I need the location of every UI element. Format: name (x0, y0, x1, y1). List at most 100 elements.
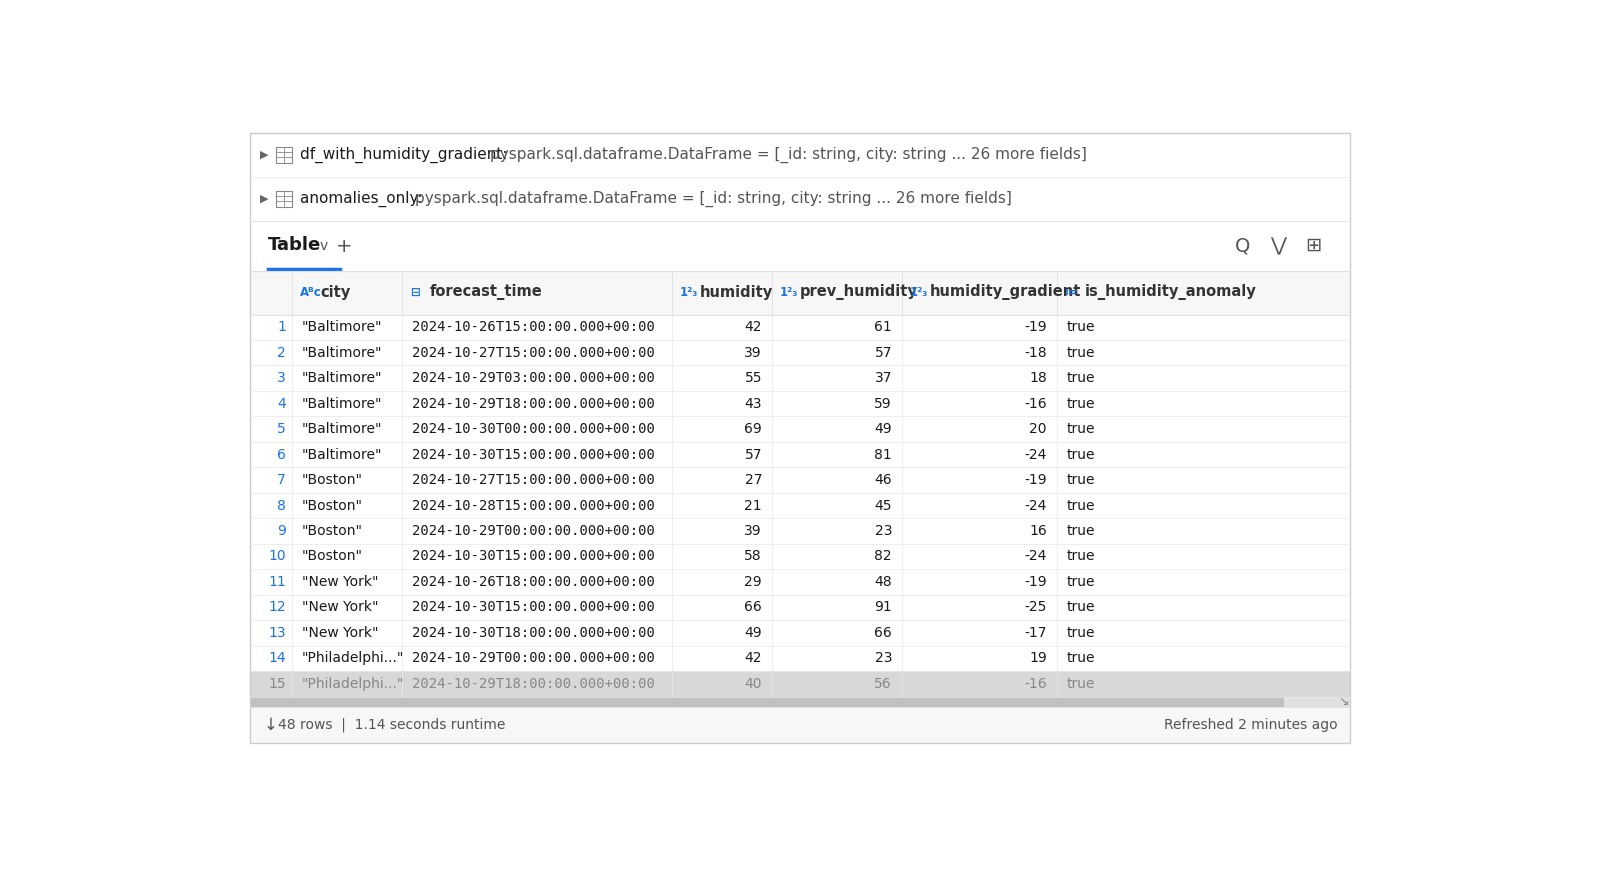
Text: 42: 42 (744, 651, 762, 665)
Bar (250, 620, 1350, 646)
Text: 16: 16 (1029, 524, 1046, 538)
Text: -19: -19 (1024, 473, 1046, 487)
Text: humidity: humidity (701, 285, 773, 300)
Text: true: true (1067, 550, 1096, 564)
Bar (250, 696, 1350, 706)
Text: 1²₃: 1²₃ (910, 286, 928, 299)
Text: 10: 10 (269, 550, 286, 564)
Bar (250, 696, 1283, 706)
Text: "Boston": "Boston" (302, 550, 363, 564)
Bar (250, 391, 1350, 416)
Text: 15: 15 (269, 676, 286, 690)
Text: 3: 3 (277, 371, 286, 385)
Text: 2024-10-26T15:00:00.000+00:00: 2024-10-26T15:00:00.000+00:00 (413, 320, 654, 334)
Text: -17: -17 (1024, 626, 1046, 640)
Text: 61: 61 (874, 320, 893, 334)
Text: 57: 57 (744, 448, 762, 462)
Text: true: true (1067, 448, 1096, 462)
Bar (250, 340, 1350, 366)
Bar (250, 543, 1350, 569)
Text: 21: 21 (744, 499, 762, 513)
Text: 55: 55 (744, 371, 762, 385)
Text: ⋁: ⋁ (1270, 236, 1286, 255)
Text: 8: 8 (277, 499, 286, 513)
Text: is_humidity_anomaly: is_humidity_anomaly (1085, 284, 1256, 300)
Bar (250, 132, 1350, 177)
Text: 37: 37 (875, 371, 893, 385)
Text: -18: -18 (1024, 346, 1046, 360)
Text: prev_humidity: prev_humidity (800, 284, 918, 300)
Text: 2024-10-30T00:00:00.000+00:00: 2024-10-30T00:00:00.000+00:00 (413, 422, 654, 436)
Text: 1: 1 (277, 320, 286, 334)
Text: true: true (1067, 524, 1096, 538)
Text: 2024-10-30T15:00:00.000+00:00: 2024-10-30T15:00:00.000+00:00 (413, 550, 654, 564)
Text: 1²₃: 1²₃ (781, 286, 798, 299)
Text: 66: 66 (874, 626, 893, 640)
Bar (250, 706, 1350, 743)
Text: 2024-10-29T03:00:00.000+00:00: 2024-10-29T03:00:00.000+00:00 (413, 371, 654, 385)
Text: true: true (1067, 346, 1096, 360)
Text: "Baltimore": "Baltimore" (302, 422, 382, 436)
Bar (277, 191, 291, 206)
Text: city: city (320, 285, 350, 300)
Text: 29: 29 (744, 575, 762, 589)
Text: 45: 45 (875, 499, 893, 513)
Text: anomalies_only:: anomalies_only: (301, 191, 432, 206)
Text: ≔: ≔ (1066, 286, 1077, 299)
Text: 48: 48 (874, 575, 893, 589)
Text: 18: 18 (1029, 371, 1046, 385)
Text: true: true (1067, 676, 1096, 690)
Text: 2024-10-29T00:00:00.000+00:00: 2024-10-29T00:00:00.000+00:00 (413, 524, 654, 538)
Text: 2024-10-29T18:00:00.000+00:00: 2024-10-29T18:00:00.000+00:00 (413, 396, 654, 410)
Bar (250, 132, 1350, 743)
Text: true: true (1067, 651, 1096, 665)
Text: 2: 2 (277, 346, 286, 360)
Text: 2024-10-28T15:00:00.000+00:00: 2024-10-28T15:00:00.000+00:00 (413, 499, 654, 513)
Text: 49: 49 (744, 626, 762, 640)
Bar (250, 595, 1350, 620)
Text: 9: 9 (277, 524, 286, 538)
Text: 82: 82 (874, 550, 893, 564)
Text: 2024-10-30T15:00:00.000+00:00: 2024-10-30T15:00:00.000+00:00 (413, 448, 654, 462)
Text: 2024-10-30T15:00:00.000+00:00: 2024-10-30T15:00:00.000+00:00 (413, 600, 654, 614)
Text: ▶: ▶ (259, 193, 269, 204)
Text: "New York": "New York" (302, 575, 379, 589)
Text: 12: 12 (269, 600, 286, 614)
Text: "Philadelphi...": "Philadelphi..." (302, 676, 405, 690)
Bar (277, 146, 291, 163)
Bar (250, 518, 1350, 543)
Text: Table: Table (269, 236, 322, 255)
Text: 43: 43 (744, 396, 762, 410)
Bar (250, 366, 1350, 391)
Text: true: true (1067, 499, 1096, 513)
Text: 23: 23 (875, 651, 893, 665)
Text: 49: 49 (874, 422, 893, 436)
Text: true: true (1067, 422, 1096, 436)
Text: "Baltimore": "Baltimore" (302, 396, 382, 410)
Text: 27: 27 (744, 473, 762, 487)
Text: -24: -24 (1024, 448, 1046, 462)
Text: -24: -24 (1024, 550, 1046, 564)
Text: 58: 58 (744, 550, 762, 564)
Text: -19: -19 (1024, 320, 1046, 334)
Text: ⊞: ⊞ (1306, 236, 1322, 255)
Text: 19: 19 (1029, 651, 1046, 665)
Text: 69: 69 (744, 422, 762, 436)
Text: true: true (1067, 600, 1096, 614)
Bar (250, 416, 1350, 442)
Text: 56: 56 (874, 676, 893, 690)
Bar (250, 467, 1350, 493)
Text: "Boston": "Boston" (302, 473, 363, 487)
Text: 42: 42 (744, 320, 762, 334)
Text: "Boston": "Boston" (302, 499, 363, 513)
Text: true: true (1067, 575, 1096, 589)
Text: 1²₃: 1²₃ (680, 286, 698, 299)
Text: true: true (1067, 396, 1096, 410)
Text: ▶: ▶ (259, 150, 269, 159)
Bar (250, 132, 1350, 743)
Text: "Baltimore": "Baltimore" (302, 448, 382, 462)
Text: v: v (320, 239, 328, 253)
Text: 59: 59 (874, 396, 893, 410)
Text: humidity_gradient: humidity_gradient (930, 284, 1082, 300)
Text: "Boston": "Boston" (302, 524, 363, 538)
